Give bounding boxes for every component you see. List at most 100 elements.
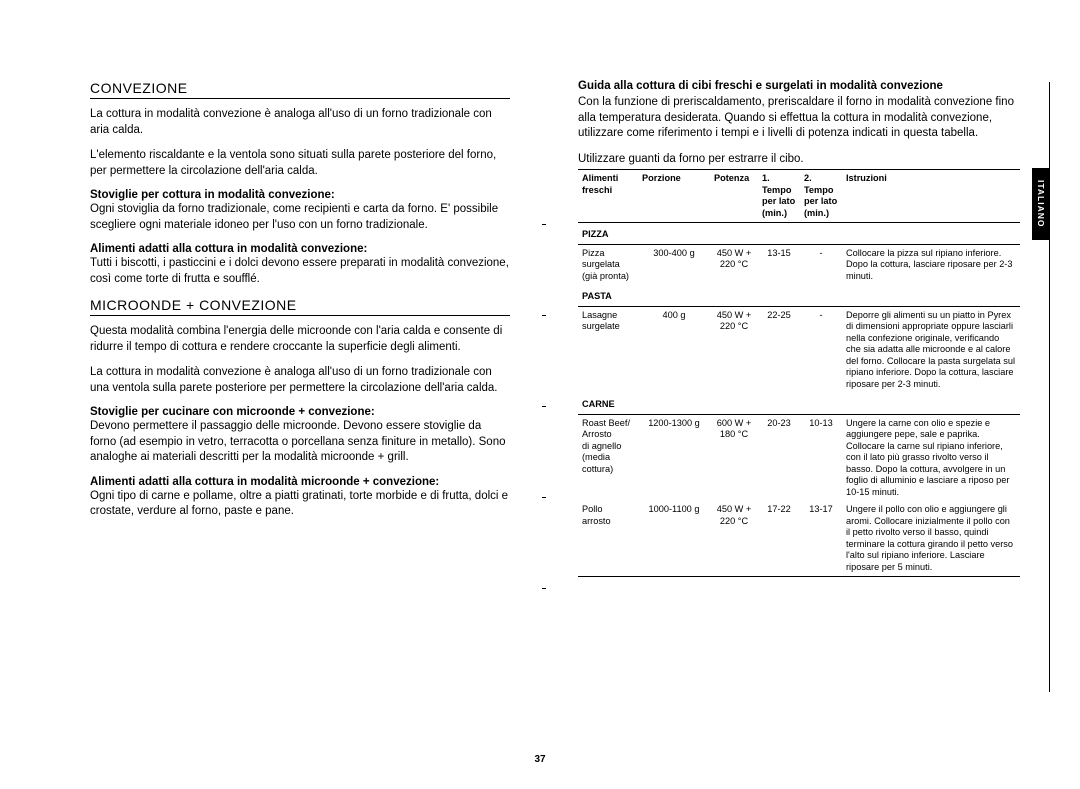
th-text: Alimenti xyxy=(582,173,618,183)
cell-portion: 1200-1300 g xyxy=(638,414,710,501)
binding-tick-strip xyxy=(540,80,548,589)
cell-power: 600 W + 180 °C xyxy=(710,414,758,501)
cell-t2: - xyxy=(800,306,842,393)
cell-text: 220 °C xyxy=(720,259,748,269)
cell-text: 220 °C xyxy=(720,321,748,331)
th-text: 2. Tempo xyxy=(804,173,833,195)
guide-heading: Guida alla cottura di cibi freschi e sur… xyxy=(578,80,1020,92)
category-pizza: PIZZA xyxy=(578,223,1020,245)
title-underline xyxy=(90,315,510,316)
tick-mark xyxy=(542,406,546,407)
sub-heading: Stoviglie per cucinare con microonde + c… xyxy=(90,406,510,418)
cell-text: 180 °C xyxy=(720,429,748,439)
cell-text: cottura) xyxy=(582,464,613,474)
para: Questa modalità combina l'energia delle … xyxy=(90,324,510,355)
cell-food: Lasagne surgelate xyxy=(578,306,638,393)
cell-text: di agnello xyxy=(582,441,621,451)
cell-t2: - xyxy=(800,244,842,285)
para: La cottura in modalità convezione è anal… xyxy=(90,365,510,396)
cell-food: Pollo arrosto xyxy=(578,501,638,577)
page-number: 37 xyxy=(534,754,545,765)
cell-text: Lasagne xyxy=(582,310,617,320)
cell-instructions: Ungere il pollo con olio e aggiungere gl… xyxy=(842,501,1020,577)
cell-text: Arrosto xyxy=(582,429,612,439)
table-row: Roast Beef/ Arrosto di agnello (media co… xyxy=(578,414,1020,501)
para: Tutti i biscotti, i pasticcini e i dolci… xyxy=(90,256,510,287)
category-carne: CARNE xyxy=(578,393,1020,414)
cell-t1: 20-23 xyxy=(758,414,800,501)
th-tempo1: 1. Tempo per lato (min.) xyxy=(758,170,800,223)
cell-text: 450 W + xyxy=(717,310,751,320)
category-row: PIZZA xyxy=(578,223,1020,245)
cell-text: 220 °C xyxy=(720,516,748,526)
category-row: PASTA xyxy=(578,285,1020,306)
section-title-micro-conv: MICROONDE + CONVEZIONE xyxy=(90,297,510,313)
sub-heading: Alimenti adatti alla cottura in modalità… xyxy=(90,476,510,488)
cell-instructions: Deporre gli alimenti su un piatto in Pyr… xyxy=(842,306,1020,393)
para: Ogni tipo di carne e pollame, oltre a pi… xyxy=(90,489,510,520)
th-potenza: Potenza xyxy=(710,170,758,223)
tick-mark xyxy=(542,497,546,498)
cell-food: Roast Beef/ Arrosto di agnello (media co… xyxy=(578,414,638,501)
cell-portion: 300-400 g xyxy=(638,244,710,285)
th-istruzioni: Istruzioni xyxy=(842,170,1020,223)
category-pasta: PASTA xyxy=(578,285,1020,306)
th-text: (min.) xyxy=(804,208,829,218)
cell-food: Pizza surgelata (già pronta) xyxy=(578,244,638,285)
cell-text: Pollo xyxy=(582,504,602,514)
para: Devono permettere il passaggio delle mic… xyxy=(90,419,510,466)
th-alimenti: Alimenti freschi xyxy=(578,170,638,223)
th-text: per lato xyxy=(762,196,795,206)
page: CONVEZIONE La cottura in modalità convez… xyxy=(0,0,1080,629)
title-underline xyxy=(90,98,510,99)
right-column: Guida alla cottura di cibi freschi e sur… xyxy=(578,80,1020,589)
cell-t2: 10-13 xyxy=(800,414,842,501)
section-title-convezione: CONVEZIONE xyxy=(90,80,510,96)
table-row: Lasagne surgelate 400 g 450 W + 220 °C 2… xyxy=(578,306,1020,393)
cell-text: arrosto xyxy=(582,516,611,526)
cell-portion: 1000-1100 g xyxy=(638,501,710,577)
sub-heading: Stoviglie per cottura in modalità convez… xyxy=(90,189,510,201)
cell-text: 450 W + xyxy=(717,248,751,258)
cell-text: 450 W + xyxy=(717,504,751,514)
cell-text: (già pronta) xyxy=(582,271,629,281)
th-text: freschi xyxy=(582,185,612,195)
category-row: CARNE xyxy=(578,393,1020,414)
cell-t2: 13-17 xyxy=(800,501,842,577)
tick-mark xyxy=(542,224,546,225)
th-porzione: Porzione xyxy=(638,170,710,223)
left-column: CONVEZIONE La cottura in modalità convez… xyxy=(90,80,510,589)
cell-power: 450 W + 220 °C xyxy=(710,306,758,393)
para: L'elemento riscaldante e la ventola sono… xyxy=(90,148,510,179)
th-text: 1. Tempo xyxy=(762,173,791,195)
cell-text: surgelate xyxy=(582,321,620,331)
cell-instructions: Collocare la pizza sul ripiano inferiore… xyxy=(842,244,1020,285)
cell-text: 600 W + xyxy=(717,418,751,428)
cell-portion: 400 g xyxy=(638,306,710,393)
cell-instructions: Ungere la carne con olio e spezie e aggi… xyxy=(842,414,1020,501)
th-text: (min.) xyxy=(762,208,787,218)
cell-text: Roast Beef/ xyxy=(582,418,630,428)
cooking-table: Alimenti freschi Porzione Potenza 1. Tem… xyxy=(578,169,1020,577)
cell-power: 450 W + 220 °C xyxy=(710,244,758,285)
th-text: per lato xyxy=(804,196,837,206)
tick-mark xyxy=(542,315,546,316)
para: Con la funzione di preriscaldamento, pre… xyxy=(578,95,1020,142)
cell-t1: 13-15 xyxy=(758,244,800,285)
tick-mark xyxy=(542,588,546,589)
cell-t1: 17-22 xyxy=(758,501,800,577)
cell-power: 450 W + 220 °C xyxy=(710,501,758,577)
language-tab: ITALIANO xyxy=(1032,168,1050,240)
cell-text: (media xyxy=(582,452,610,462)
sub-heading: Alimenti adatti alla cottura in modalità… xyxy=(90,243,510,255)
para: Utilizzare guanti da forno per estrarre … xyxy=(578,152,1020,168)
para: Ogni stoviglia da forno tradizionale, co… xyxy=(90,202,510,233)
table-row: Pizza surgelata (già pronta) 300-400 g 4… xyxy=(578,244,1020,285)
cell-text: surgelata xyxy=(582,259,620,269)
table-row: Pollo arrosto 1000-1100 g 450 W + 220 °C… xyxy=(578,501,1020,577)
para: La cottura in modalità convezione è anal… xyxy=(90,107,510,138)
cell-t1: 22-25 xyxy=(758,306,800,393)
th-tempo2: 2. Tempo per lato (min.) xyxy=(800,170,842,223)
table-header-row: Alimenti freschi Porzione Potenza 1. Tem… xyxy=(578,170,1020,223)
cell-text: Pizza xyxy=(582,248,604,258)
